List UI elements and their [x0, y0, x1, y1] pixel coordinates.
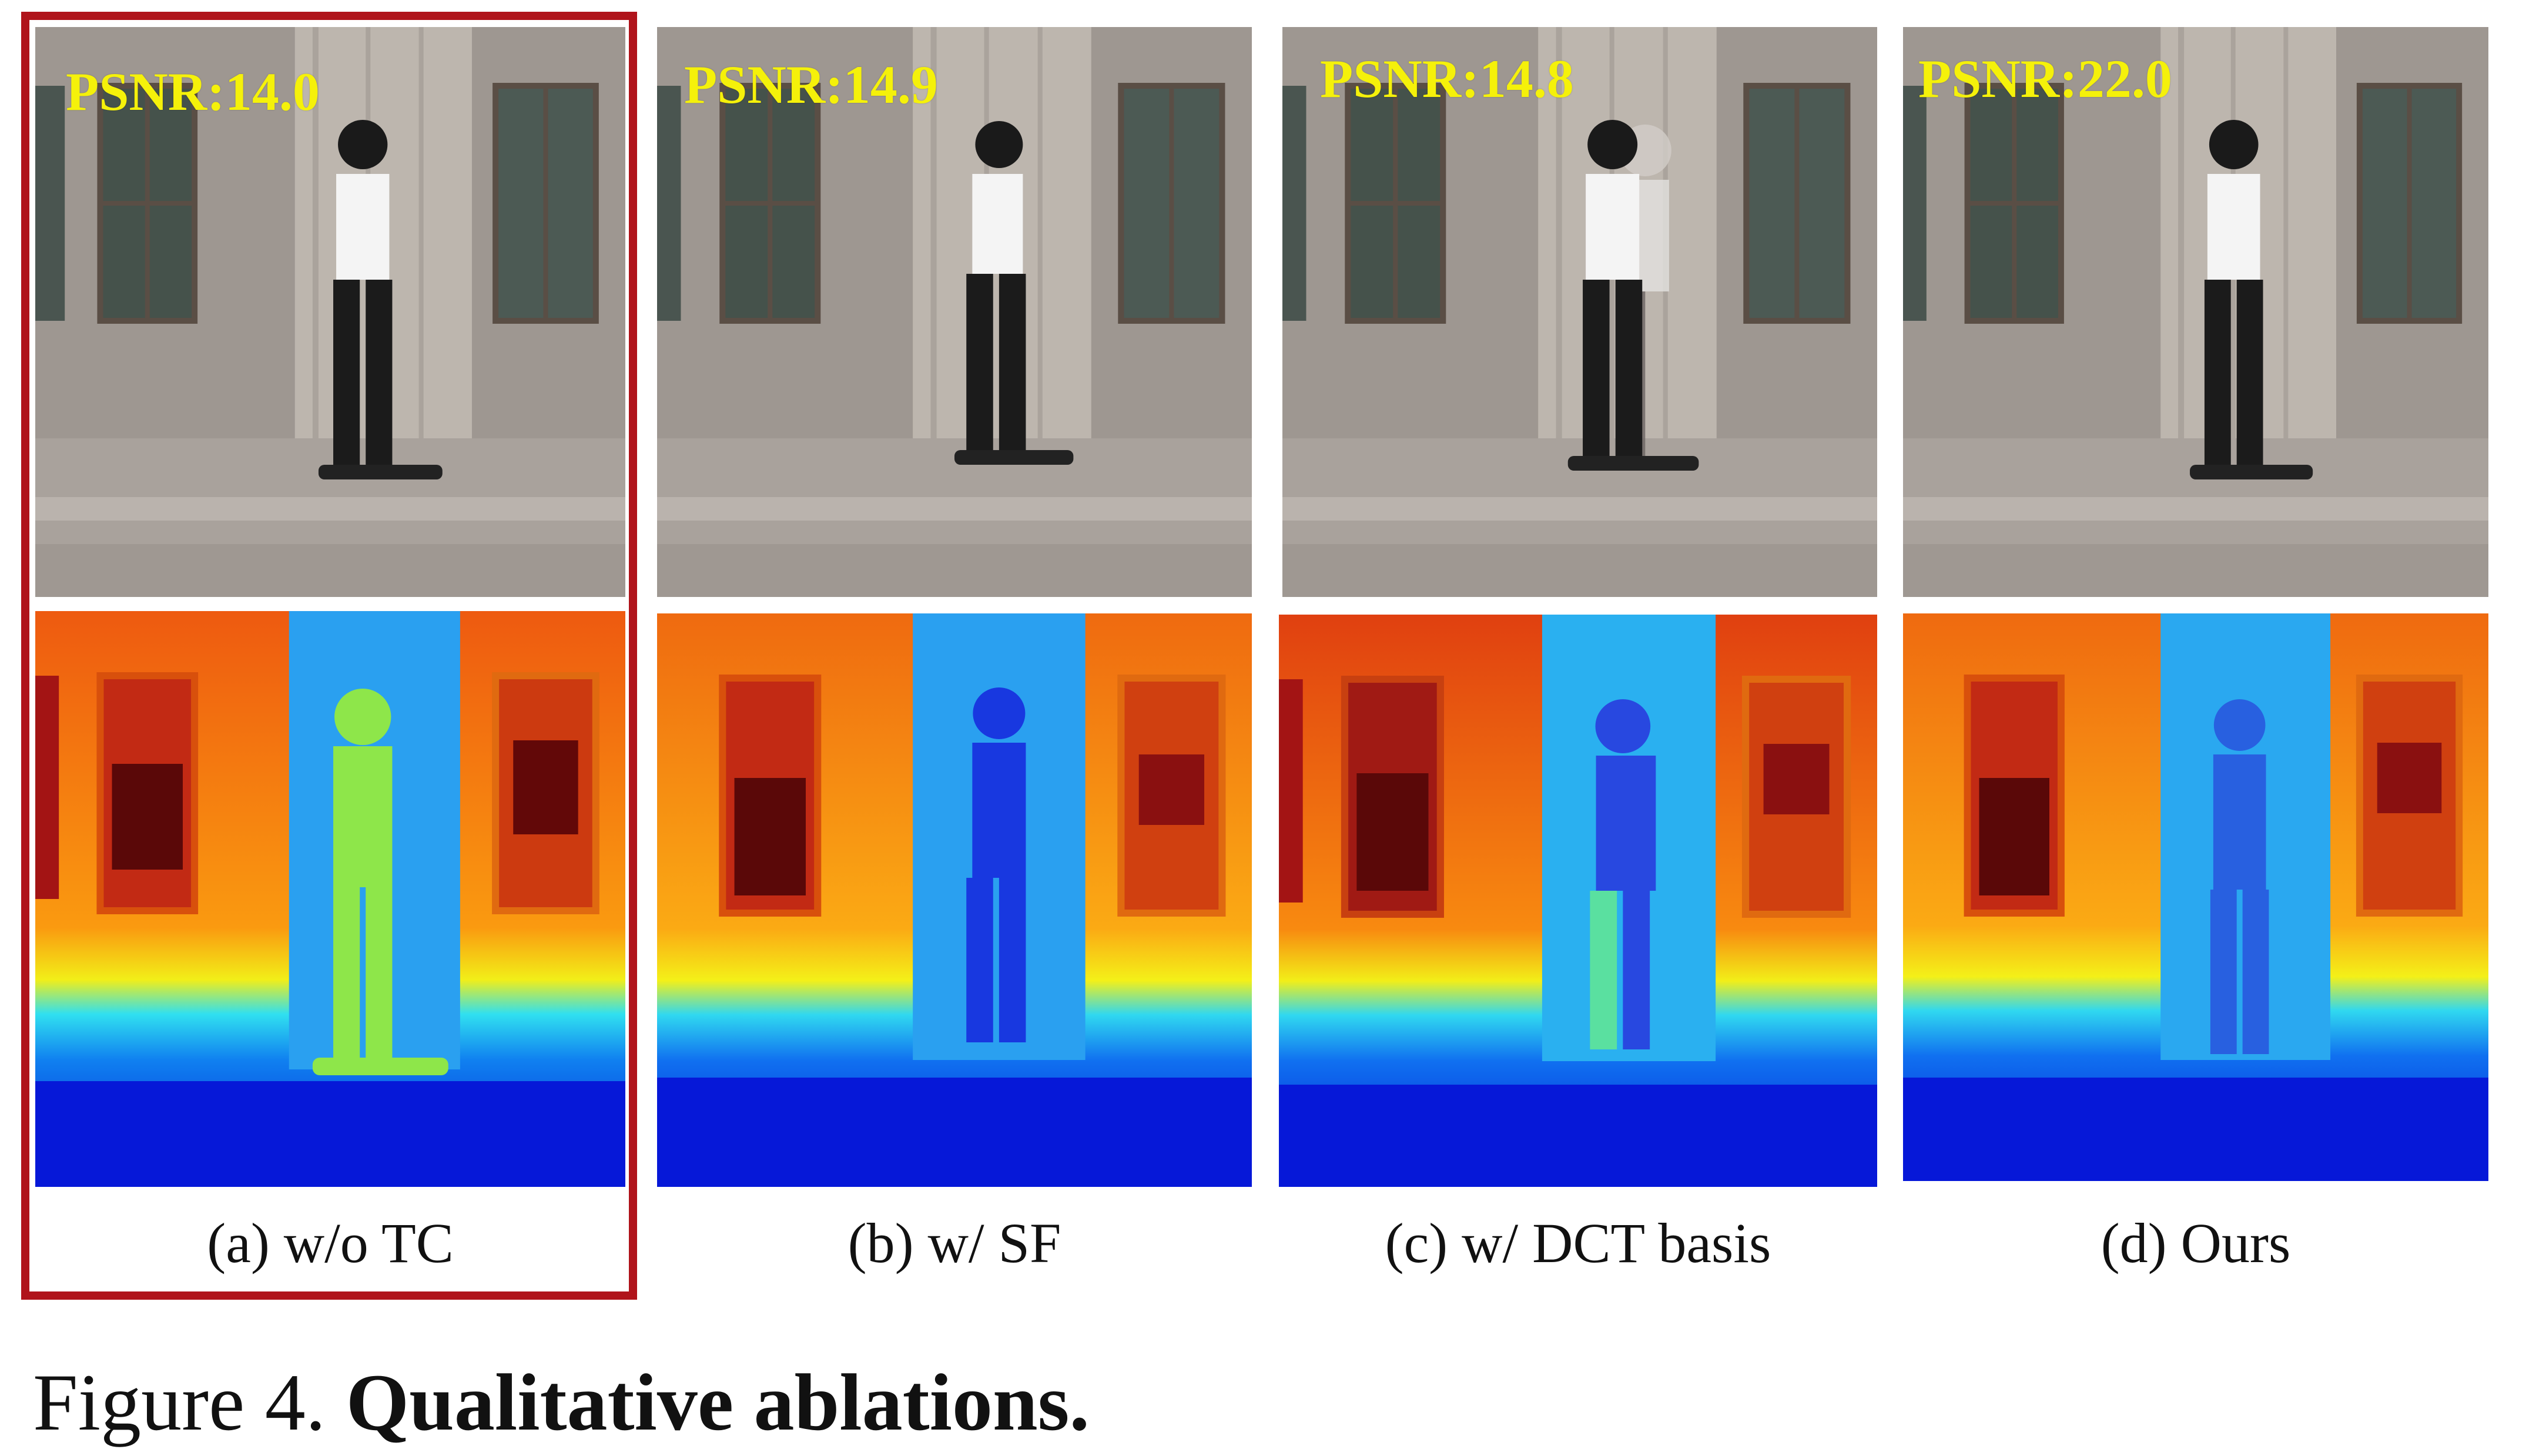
figure-caption: Figure 4. Qualitative ablations.: [33, 1362, 1090, 1443]
scene-image-b: [657, 27, 1252, 597]
sub-caption-a: (a) w/o TC: [207, 1212, 454, 1274]
sub-caption-c: (c) w/ DCT basis: [1385, 1212, 1771, 1274]
scene-image-a: [35, 27, 625, 597]
scene-image-c: [1282, 27, 1877, 597]
depth-map-b: [657, 613, 1252, 1187]
depth-map-a: [35, 611, 625, 1187]
figure-caption-prefix: Figure 4.: [33, 1357, 346, 1447]
depth-map-d: [1903, 613, 2488, 1181]
depth-map-c: [1279, 615, 1877, 1187]
psnr-label-b: PSNR:14.9: [684, 55, 938, 115]
psnr-label-d: PSNR:22.0: [1918, 49, 2172, 109]
scene-image-d: [1903, 27, 2488, 597]
sub-caption-b: (b) w/ SF: [847, 1212, 1061, 1274]
psnr-label-a: PSNR:14.0: [66, 62, 320, 122]
psnr-label-c: PSNR:14.8: [1320, 49, 1574, 109]
sub-caption-d: (d) Ours: [2101, 1212, 2291, 1274]
highlight-box: [21, 12, 637, 1300]
figure-caption-title: Qualitative ablations.: [346, 1357, 1090, 1447]
